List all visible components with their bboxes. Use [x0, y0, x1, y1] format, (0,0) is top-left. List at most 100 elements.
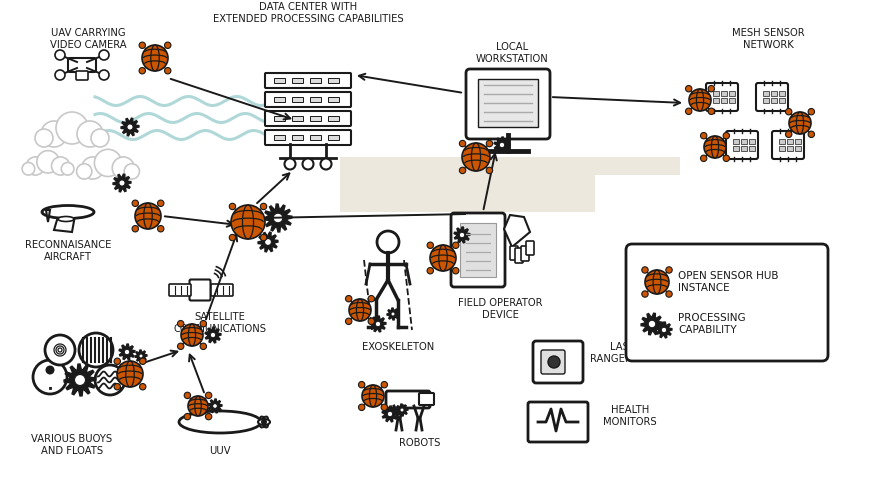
- Text: VARIOUS BUOYS
AND FLOATS: VARIOUS BUOYS AND FLOATS: [31, 434, 112, 456]
- FancyBboxPatch shape: [755, 83, 787, 111]
- Bar: [47, 371, 53, 387]
- Text: UAV CARRYING
VIDEO CAMERA: UAV CARRYING VIDEO CAMERA: [50, 28, 126, 49]
- FancyBboxPatch shape: [533, 341, 582, 383]
- Polygon shape: [503, 215, 529, 247]
- Circle shape: [157, 225, 163, 232]
- Circle shape: [429, 245, 455, 271]
- FancyBboxPatch shape: [762, 98, 768, 103]
- Circle shape: [707, 85, 713, 92]
- Circle shape: [95, 149, 122, 176]
- FancyBboxPatch shape: [786, 139, 792, 144]
- FancyBboxPatch shape: [509, 246, 517, 260]
- Circle shape: [212, 404, 217, 408]
- Circle shape: [139, 354, 143, 358]
- FancyBboxPatch shape: [309, 116, 321, 122]
- Circle shape: [261, 419, 267, 425]
- Circle shape: [22, 163, 35, 175]
- Bar: [460, 223, 495, 277]
- FancyBboxPatch shape: [274, 78, 285, 83]
- FancyBboxPatch shape: [728, 98, 734, 103]
- FancyBboxPatch shape: [720, 98, 726, 103]
- Circle shape: [119, 180, 125, 186]
- FancyBboxPatch shape: [76, 71, 88, 80]
- FancyBboxPatch shape: [309, 78, 321, 83]
- Circle shape: [36, 150, 59, 173]
- Polygon shape: [135, 350, 147, 362]
- Circle shape: [45, 335, 75, 365]
- Circle shape: [75, 374, 85, 386]
- Circle shape: [665, 291, 672, 297]
- Circle shape: [55, 70, 65, 80]
- FancyBboxPatch shape: [328, 97, 339, 102]
- Text: CAPABILITY: CAPABILITY: [677, 325, 736, 335]
- Text: PROCESSING: PROCESSING: [677, 313, 745, 323]
- FancyBboxPatch shape: [527, 402, 587, 442]
- Circle shape: [452, 242, 459, 248]
- Circle shape: [164, 42, 170, 49]
- Circle shape: [79, 333, 113, 367]
- FancyBboxPatch shape: [189, 279, 210, 300]
- Text: SATELLITE
COMMUNICATIONS: SATELLITE COMMUNICATIONS: [173, 312, 266, 334]
- Circle shape: [229, 234, 235, 241]
- Circle shape: [302, 158, 313, 170]
- FancyBboxPatch shape: [725, 131, 757, 159]
- FancyBboxPatch shape: [740, 146, 746, 151]
- Circle shape: [45, 366, 55, 374]
- Circle shape: [459, 140, 465, 147]
- Circle shape: [807, 131, 813, 138]
- Text: EXOSKELETON: EXOSKELETON: [362, 342, 434, 352]
- Circle shape: [91, 129, 109, 147]
- FancyBboxPatch shape: [778, 139, 784, 144]
- FancyBboxPatch shape: [328, 78, 339, 83]
- Circle shape: [124, 164, 139, 179]
- Ellipse shape: [58, 217, 74, 221]
- Polygon shape: [121, 118, 139, 136]
- Circle shape: [77, 121, 103, 147]
- Circle shape: [381, 382, 387, 388]
- Bar: [477, 79, 537, 127]
- Circle shape: [788, 112, 810, 134]
- FancyBboxPatch shape: [68, 58, 96, 72]
- FancyBboxPatch shape: [292, 135, 302, 141]
- Circle shape: [177, 320, 183, 327]
- FancyBboxPatch shape: [265, 130, 350, 145]
- Polygon shape: [46, 210, 50, 222]
- Circle shape: [124, 349, 129, 355]
- Text: DATA CENTER WITH
EXTENDED PROCESSING CAPABILITIES: DATA CENTER WITH EXTENDED PROCESSING CAP…: [212, 2, 403, 24]
- Circle shape: [345, 318, 351, 324]
- Circle shape: [264, 239, 271, 245]
- Circle shape: [260, 203, 267, 210]
- Circle shape: [320, 158, 331, 170]
- FancyBboxPatch shape: [265, 111, 350, 126]
- Circle shape: [188, 396, 208, 416]
- Circle shape: [358, 382, 364, 388]
- FancyBboxPatch shape: [794, 146, 800, 151]
- FancyBboxPatch shape: [169, 284, 191, 296]
- Text: UUV: UUV: [209, 446, 230, 456]
- Text: ROBOTS: ROBOTS: [399, 438, 441, 448]
- Circle shape: [688, 89, 710, 111]
- Circle shape: [381, 404, 387, 411]
- FancyBboxPatch shape: [265, 92, 350, 107]
- Circle shape: [362, 385, 383, 407]
- Circle shape: [51, 157, 70, 175]
- Circle shape: [700, 155, 706, 162]
- FancyBboxPatch shape: [770, 91, 776, 96]
- FancyBboxPatch shape: [328, 135, 339, 141]
- FancyBboxPatch shape: [770, 98, 776, 103]
- Circle shape: [184, 414, 190, 420]
- Polygon shape: [54, 210, 76, 232]
- FancyBboxPatch shape: [274, 116, 285, 122]
- Circle shape: [35, 129, 53, 147]
- FancyBboxPatch shape: [778, 91, 784, 96]
- Circle shape: [459, 232, 464, 238]
- Circle shape: [99, 70, 109, 80]
- Circle shape: [452, 268, 459, 274]
- FancyBboxPatch shape: [265, 73, 350, 88]
- Polygon shape: [208, 399, 222, 413]
- FancyBboxPatch shape: [626, 244, 827, 361]
- Circle shape: [722, 132, 729, 139]
- Polygon shape: [640, 313, 662, 335]
- Circle shape: [807, 108, 813, 115]
- Circle shape: [139, 384, 146, 390]
